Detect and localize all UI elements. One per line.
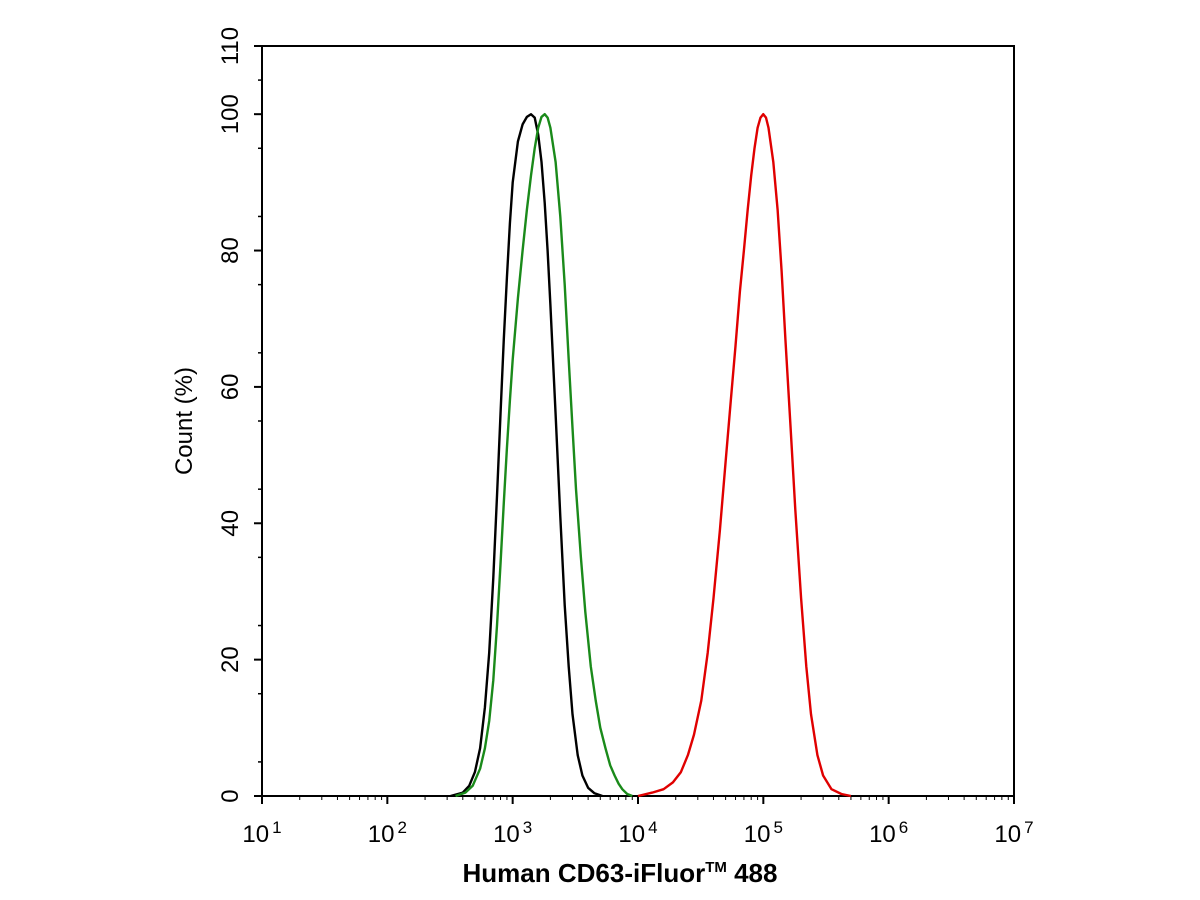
- x-tick-base: 10: [744, 821, 771, 848]
- x-tick-exponent: 1: [272, 818, 281, 837]
- y-tick-label: 20: [217, 646, 244, 673]
- x-axis-label-suffix: 488: [727, 858, 778, 888]
- plot-frame: [261, 45, 1015, 797]
- x-tick-label: 10 2: [368, 818, 407, 848]
- x-tick-base: 10: [869, 821, 896, 848]
- x-axis-label-main: Human CD63-iFluor: [463, 858, 706, 888]
- axis-ticks: [254, 45, 1015, 804]
- y-tick-labels: 0 20 40 60 80 100 110: [217, 27, 244, 803]
- x-tick-exponent: 6: [899, 818, 908, 837]
- y-tick-label: 80: [217, 237, 244, 264]
- y-tick-label: 40: [217, 510, 244, 537]
- y-axis-label: Count (%): [171, 367, 198, 475]
- x-tick-labels: 10 1 10 2 10 3 10 4 10 5 10 6 10 7: [242, 818, 1033, 848]
- x-tick-label: 10 1: [242, 818, 281, 848]
- series-line-2: [455, 113, 633, 798]
- x-axis-label: Human CD63-iFluorTM 488: [463, 858, 778, 888]
- x-tick-label: 10 5: [744, 818, 783, 848]
- x-tick-label: 10 7: [994, 818, 1033, 848]
- x-tick-base: 10: [618, 821, 645, 848]
- x-tick-base: 10: [493, 821, 520, 848]
- x-tick-label: 10 3: [493, 818, 532, 848]
- series-lines: [450, 113, 852, 798]
- x-tick-exponent: 5: [773, 818, 782, 837]
- x-tick-exponent: 2: [397, 818, 406, 837]
- x-tick-label: 10 6: [869, 818, 908, 848]
- x-tick-base: 10: [242, 821, 269, 848]
- y-tick-label: 60: [217, 374, 244, 401]
- x-tick-exponent: 4: [648, 818, 657, 837]
- x-tick-base: 10: [368, 821, 395, 848]
- x-axis-label-trademark: TM: [705, 859, 727, 876]
- series-line-3: [637, 113, 852, 798]
- y-tick-label: 100: [217, 94, 244, 134]
- x-tick-exponent: 3: [523, 818, 532, 837]
- x-tick-label: 10 4: [618, 818, 657, 848]
- series-line-1: [450, 113, 603, 798]
- x-tick-base: 10: [994, 821, 1021, 848]
- x-tick-exponent: 7: [1024, 818, 1033, 837]
- y-tick-label: 0: [217, 789, 244, 802]
- y-tick-label: 110: [217, 27, 244, 65]
